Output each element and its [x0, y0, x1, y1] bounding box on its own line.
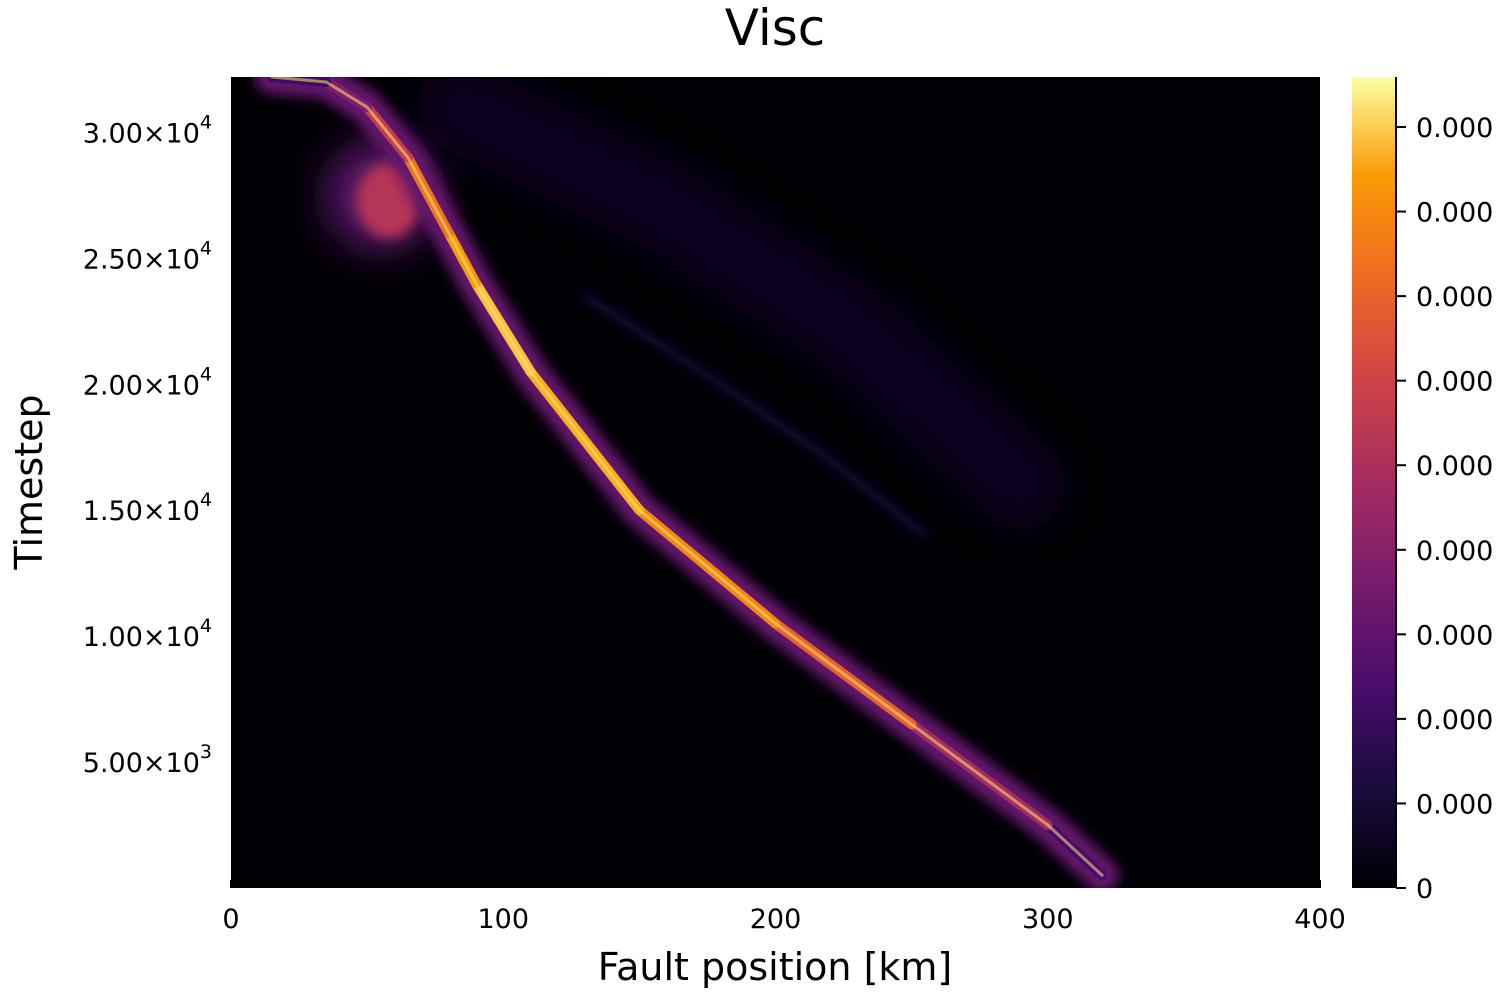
colorbar-tick-label: 0.000: [1416, 451, 1493, 482]
colorbar: 0 0.000 0.000 0.000 0.000 0.000 0.000 0.000 0.00…: [1352, 77, 1493, 905]
heatmap-front-core: [270, 77, 1104, 877]
x-tick-label: 400: [1294, 904, 1346, 935]
y-tick-label: 1.00×104: [83, 615, 212, 653]
x-tick-label: 200: [750, 904, 802, 935]
colorbar-tick-label: 0.000: [1416, 705, 1493, 736]
y-axis-label: Timestep: [7, 394, 51, 570]
colorbar-tick-label: 0: [1416, 874, 1433, 905]
x-axis: 0 100 200 300 400: [222, 880, 1346, 935]
plot-area: [231, 77, 1320, 888]
y-tick-label: 3.00×104: [83, 111, 212, 149]
y-tick-label: 2.50×104: [83, 237, 212, 275]
y-tick-label: 2.00×104: [83, 363, 212, 401]
colorbar-tick-label: 0.000: [1416, 367, 1493, 398]
heatmap-secondary-front: [580, 292, 930, 540]
colorbar-tick-label: 0.000: [1416, 536, 1493, 567]
y-tick-label: 1.50×104: [83, 489, 212, 527]
heatmap-faint-region: [417, 77, 1066, 530]
colorbar-gradient: [1352, 77, 1396, 888]
colorbar-tick-label: 0.000: [1416, 620, 1493, 651]
y-axis: 5.00×103 1.00×104 1.50×104 2.00×104 2.50×104…: [83, 111, 239, 779]
y-tick-label: 5.00×103: [83, 741, 212, 779]
colorbar-tick-label: 0.000: [1416, 198, 1493, 229]
colorbar-tick-label: 0.000: [1416, 282, 1493, 313]
x-tick-label: 300: [1022, 904, 1074, 935]
x-tick-label: 100: [477, 904, 529, 935]
x-tick-label: 0: [222, 904, 239, 935]
x-axis-label: Fault position [km]: [598, 945, 953, 989]
colorbar-tick-label: 0.000: [1416, 789, 1493, 820]
chart-title: Visc: [725, 0, 826, 57]
colorbar-tick-label: 0.000: [1416, 113, 1493, 144]
